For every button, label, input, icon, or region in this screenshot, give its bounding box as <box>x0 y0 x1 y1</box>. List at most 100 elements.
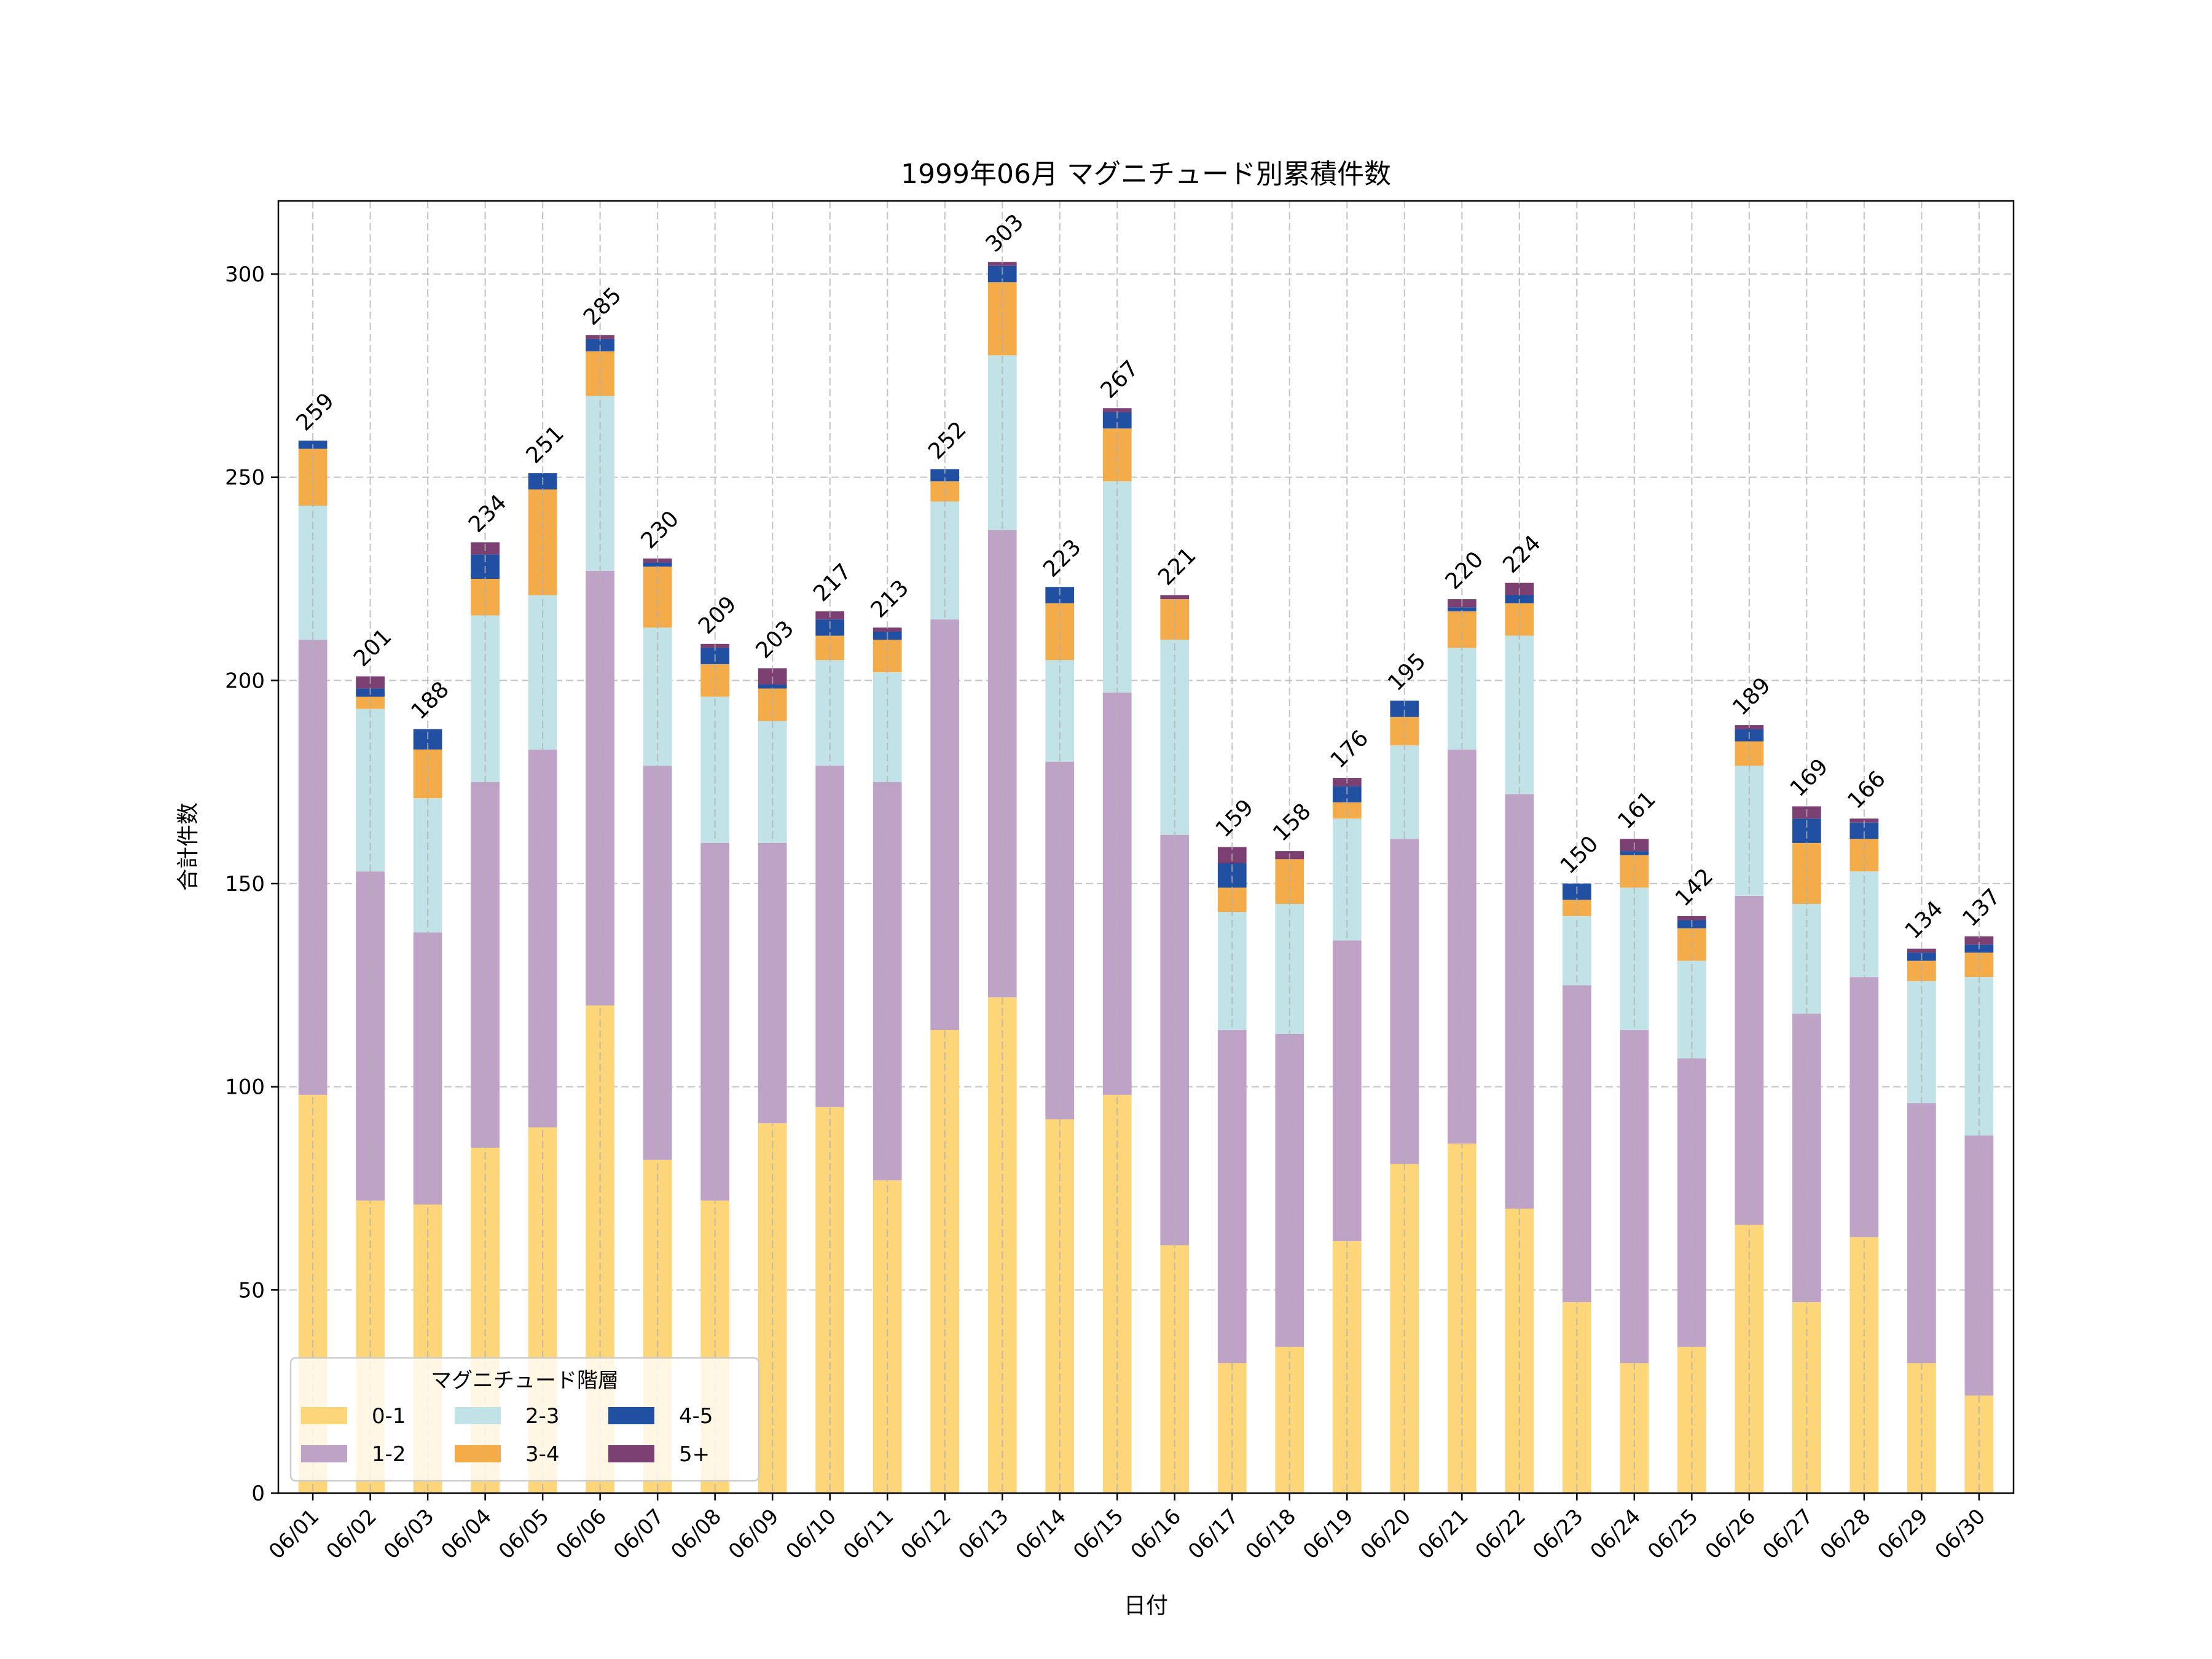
y-tick-label: 300 <box>225 262 265 287</box>
bar-segment-5+ <box>873 627 902 632</box>
total-label: 252 <box>924 417 971 465</box>
x-tick-label: 06/06 <box>551 1504 611 1564</box>
legend-label-1-2: 1-2 <box>372 1442 406 1467</box>
x-tick-label: 06/28 <box>1816 1504 1876 1564</box>
bar-segment-3-4 <box>1792 842 1821 904</box>
x-tick-label: 06/09 <box>724 1504 784 1564</box>
bar-segment-5+ <box>1102 408 1132 412</box>
total-label: 201 <box>349 624 397 672</box>
x-tick-label: 06/27 <box>1758 1504 1818 1564</box>
x-tick-label: 06/29 <box>1873 1504 1933 1564</box>
bar-segment-0-1 <box>1102 1094 1132 1493</box>
x-tick-label: 06/01 <box>264 1504 324 1564</box>
total-label: 176 <box>1326 726 1374 774</box>
x-tick-label: 06/16 <box>1126 1504 1186 1564</box>
total-label: 220 <box>1441 547 1489 595</box>
legend-swatch-2-3 <box>455 1407 501 1424</box>
axes-frame <box>277 200 2015 1494</box>
total-label: 134 <box>1900 896 1948 944</box>
bar-segment-1-2 <box>987 530 1017 998</box>
bar-segment-4-5 <box>930 469 960 482</box>
y-tick-label: 50 <box>238 1278 265 1303</box>
bar-segment-5+ <box>1964 936 1994 945</box>
x-tick-label: 06/24 <box>1586 1504 1646 1564</box>
total-label: 169 <box>1786 754 1834 802</box>
total-label: 137 <box>1958 884 2006 932</box>
y-tick-label: 0 <box>251 1481 265 1506</box>
total-label: 267 <box>1096 356 1144 404</box>
total-label: 142 <box>1671 864 1719 912</box>
bar-segment-4-5 <box>1447 607 1477 611</box>
x-tick-label: 06/11 <box>839 1504 899 1564</box>
x-axis-ticks: 06/0106/0206/0306/0406/0506/0606/0706/08… <box>264 1493 1990 1564</box>
total-label: 161 <box>1613 786 1661 834</box>
bar-segment-4-5 <box>758 684 787 689</box>
x-tick-label: 06/13 <box>954 1504 1014 1564</box>
total-label: 251 <box>522 421 570 469</box>
x-tick-label: 06/08 <box>666 1504 726 1564</box>
legend-swatch-0-1 <box>301 1407 347 1424</box>
total-label: 166 <box>1843 766 1891 814</box>
legend-swatch-3-4 <box>455 1445 501 1462</box>
total-label: 223 <box>1038 535 1086 582</box>
legend-swatch-4-5 <box>608 1407 654 1424</box>
x-tick-label: 06/26 <box>1701 1504 1761 1564</box>
y-tick-label: 200 <box>225 669 265 693</box>
x-tick-label: 06/10 <box>781 1504 841 1564</box>
total-label: 158 <box>1268 799 1316 847</box>
y-tick-label: 150 <box>225 872 265 896</box>
legend-swatch-1-2 <box>301 1445 347 1462</box>
bar-segment-5+ <box>1160 595 1190 600</box>
bar-segment-4-5 <box>1620 851 1649 855</box>
x-tick-label: 06/22 <box>1471 1504 1531 1564</box>
x-tick-label: 06/21 <box>1413 1504 1473 1564</box>
total-label: 189 <box>1728 673 1776 721</box>
total-label: 221 <box>1153 543 1201 590</box>
x-axis-label: 日付 <box>1124 1593 1168 1618</box>
x-tick-label: 06/30 <box>1931 1504 1991 1564</box>
x-tick-label: 06/18 <box>1241 1504 1301 1564</box>
total-label: 188 <box>406 677 454 724</box>
y-axis-label: 合計件数 <box>176 802 201 891</box>
x-tick-label: 06/12 <box>896 1504 957 1564</box>
x-tick-label: 06/04 <box>436 1504 496 1564</box>
total-label: 150 <box>1556 831 1604 879</box>
total-label: 259 <box>291 388 339 436</box>
x-tick-label: 06/25 <box>1643 1504 1703 1564</box>
total-label: 203 <box>751 616 799 664</box>
bar-segment-1-2 <box>1160 834 1190 1245</box>
grid-lines <box>278 273 2014 1291</box>
x-tick-label: 06/05 <box>494 1504 554 1564</box>
total-label: 224 <box>1498 530 1546 578</box>
x-tick-label: 06/07 <box>609 1504 669 1564</box>
bar-segment-5+ <box>987 262 1017 266</box>
legend: マグニチュード階層 0-1 1-2 2-3 3-4 4-5 5+ <box>289 1357 760 1482</box>
x-tick-label: 06/15 <box>1069 1504 1129 1564</box>
x-tick-label: 06/23 <box>1528 1504 1588 1564</box>
legend-label-5+: 5+ <box>679 1442 710 1467</box>
bar-segment-3-4 <box>471 579 500 616</box>
bar-segment-4-5 <box>643 562 672 567</box>
x-tick-label: 06/19 <box>1298 1504 1359 1564</box>
bar-segment-5+ <box>1677 916 1706 920</box>
bar-segment-3-4 <box>1505 603 1534 636</box>
total-label: 234 <box>464 490 512 538</box>
bar-segment-3-4 <box>643 567 672 628</box>
x-tick-label: 06/03 <box>379 1504 439 1564</box>
total-label: 217 <box>809 559 857 607</box>
bar-segment-0-1 <box>930 1030 960 1493</box>
bar-segment-0-1 <box>1505 1209 1534 1493</box>
y-axis-ticks: 0 50 100 150 200 250 300 <box>225 262 278 1506</box>
chart-title: 1999年06月 マグニチュード別累積件数 <box>901 159 1391 190</box>
bar-segment-5+ <box>1907 948 1936 953</box>
total-label: 230 <box>637 506 684 554</box>
legend-label-2-3: 2-3 <box>525 1404 560 1429</box>
y-tick-label: 100 <box>225 1075 265 1100</box>
y-tick-label: 250 <box>225 466 265 490</box>
legend-swatch-5+ <box>608 1445 654 1462</box>
legend-label-3-4: 3-4 <box>525 1442 560 1467</box>
total-label: 159 <box>1211 794 1259 842</box>
x-tick-label: 06/17 <box>1183 1504 1244 1564</box>
total-label: 285 <box>579 283 627 331</box>
